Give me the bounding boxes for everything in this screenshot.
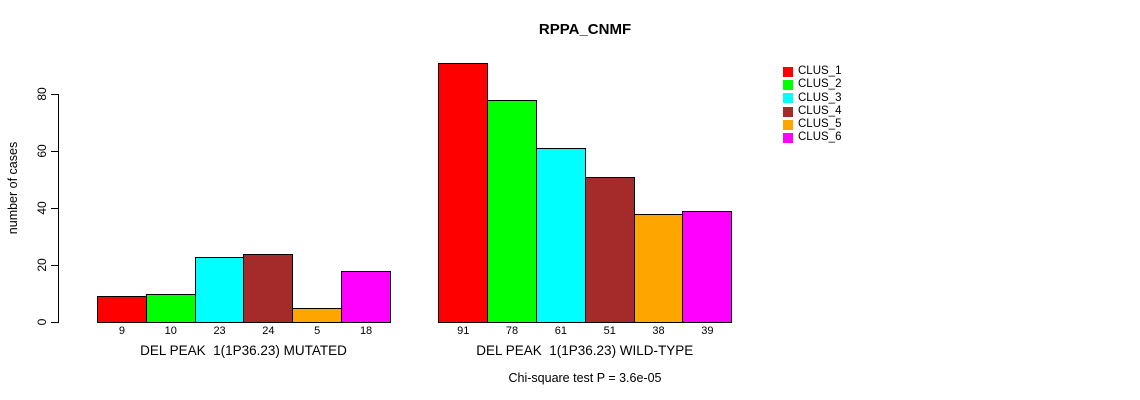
- legend-item-label: CLUS_2: [798, 78, 842, 91]
- legend-swatch-icon: [783, 106, 793, 117]
- legend-item-label: CLUS_6: [798, 131, 842, 144]
- bar-clus_6-group1: [341, 270, 391, 323]
- legend-item-label: CLUS_1: [798, 65, 842, 77]
- legend-item-label: CLUS_4: [798, 104, 842, 117]
- y-axis-tick: [51, 264, 58, 266]
- bar-clus_1-group2: [438, 62, 489, 323]
- bar-clus_2-group2: [487, 99, 537, 323]
- bar-value-label: 18: [359, 325, 373, 337]
- bar-value-label: 23: [213, 325, 226, 337]
- bar-clus_3-group2: [535, 148, 586, 323]
- legend-item-clus_4: CLUS_4: [783, 105, 841, 118]
- group-axis-label: DEL PEAK 1(1P36.23) WILD-TYPE: [476, 343, 694, 358]
- legend-swatch-icon: [783, 66, 793, 77]
- y-axis-tick-label: 80: [35, 87, 49, 101]
- bar-clus_2-group1: [145, 293, 196, 323]
- legend-item-clus_1: CLUS_1: [783, 65, 841, 78]
- bar-clus_6-group2: [682, 210, 733, 323]
- bar-clus_4-group2: [584, 176, 635, 323]
- legend-item-clus_6: CLUS_6: [783, 131, 841, 144]
- legend-swatch-icon: [783, 119, 793, 130]
- legend-item-label: CLUS_5: [798, 118, 842, 131]
- bar-value-label: 61: [554, 325, 567, 337]
- group-axis-label: DEL PEAK 1(1P36.23) MUTATED: [140, 343, 347, 358]
- chi-square-annotation: Chi-square test P = 3.6e-05: [508, 371, 662, 385]
- bar-clus_5-group1: [292, 307, 343, 323]
- bar-clus_1-group1: [97, 296, 147, 323]
- bar-value-label: 39: [701, 325, 714, 337]
- bar-clus_4-group1: [243, 253, 294, 323]
- legend-item-label: CLUS_3: [798, 91, 842, 104]
- legend-item-clus_2: CLUS_2: [783, 78, 841, 91]
- legend: CLUS_1 CLUS_2 CLUS_3 CLUS_4 CLUS_5 CLUS_6: [783, 65, 841, 145]
- legend-swatch-icon: [783, 93, 793, 104]
- bar-value-label: 91: [457, 325, 470, 337]
- legend-swatch-icon: [783, 133, 793, 144]
- y-axis-tick-label: 0: [35, 318, 49, 326]
- bar-value-label: 24: [262, 325, 275, 337]
- bar-clus_3-group1: [194, 256, 245, 323]
- y-axis-tick-label: 60: [35, 144, 49, 158]
- y-axis-tick: [51, 321, 58, 323]
- bar-clus_5-group2: [633, 213, 684, 323]
- bar-value-label: 5: [314, 325, 321, 337]
- chart-title: RPPA_CNMF: [538, 21, 632, 38]
- y-axis-tick-label: 20: [35, 258, 49, 272]
- legend-item-clus_3: CLUS_3: [783, 92, 841, 105]
- y-axis-tick: [51, 207, 58, 209]
- y-axis-tick: [51, 93, 58, 95]
- legend-item-clus_5: CLUS_5: [783, 118, 841, 131]
- legend-swatch-icon: [783, 79, 793, 90]
- bar-value-label: 10: [164, 325, 177, 337]
- y-axis-label: number of cases: [6, 141, 20, 235]
- y-axis-tick-label: 40: [35, 201, 49, 215]
- y-axis-tick: [51, 150, 58, 152]
- bar-value-label: 51: [603, 325, 616, 337]
- bar-value-label: 9: [118, 325, 125, 337]
- bar-value-label: 78: [505, 325, 519, 337]
- y-axis-line: [58, 94, 59, 323]
- bar-value-label: 38: [652, 325, 665, 337]
